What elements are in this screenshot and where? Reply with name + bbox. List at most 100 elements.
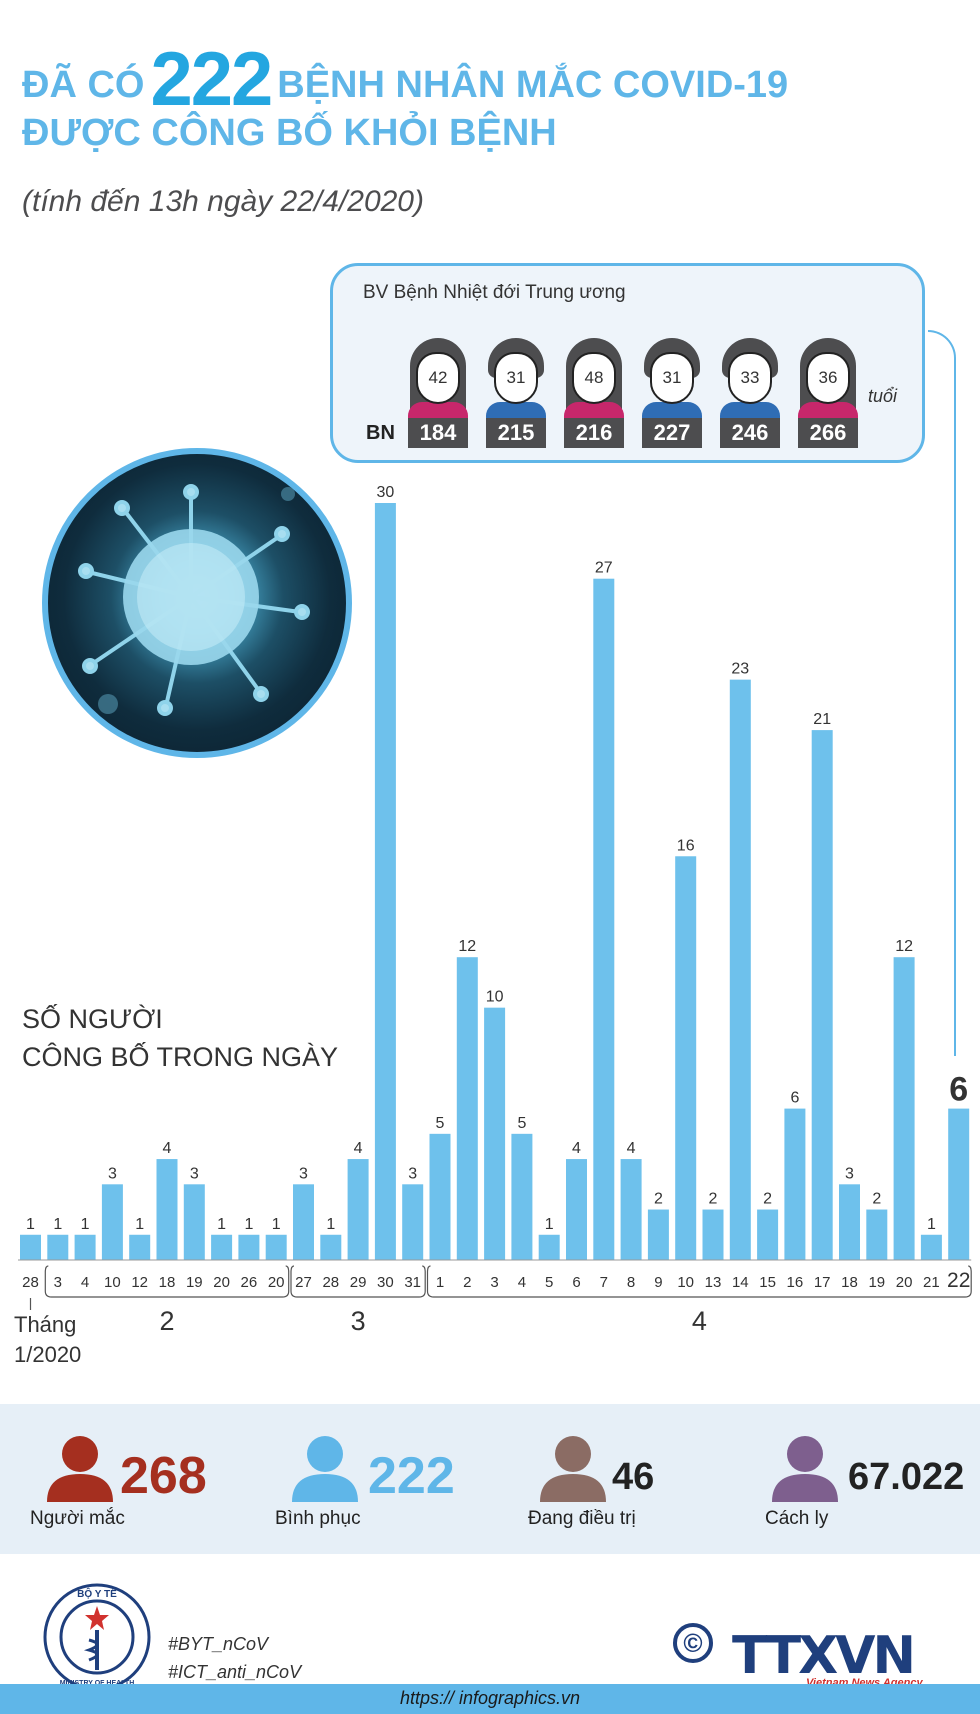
bar — [238, 1234, 260, 1260]
x-tick-label: 20 — [213, 1274, 230, 1291]
month-label: 3 — [351, 1306, 366, 1336]
person-icon — [292, 1436, 358, 1502]
stat-value: 46 — [612, 1456, 655, 1498]
x-tick-label: 29 — [350, 1274, 367, 1291]
x-tick-label: 16 — [787, 1274, 804, 1291]
bar-value-label: 1 — [326, 1216, 335, 1233]
bar-value-label: 4 — [163, 1140, 172, 1157]
x-tick-label: 5 — [545, 1274, 553, 1291]
bar — [647, 1209, 669, 1260]
person-icon — [772, 1436, 838, 1502]
hospital-callout: BV Bệnh Nhiệt đới Trung ương 42 184 31 215 4… — [330, 263, 925, 463]
bar-value-label: 12 — [895, 938, 913, 955]
x-tick-label: 18 — [159, 1274, 176, 1291]
x-tick-label: 14 — [732, 1274, 749, 1291]
hashtag-ict[interactable]: #ICT_anti_nCoV — [168, 1662, 302, 1682]
x-tick-label: 15 — [759, 1274, 776, 1291]
bar-value-label: 6 — [949, 1071, 968, 1109]
bar-value-label: 1 — [545, 1216, 554, 1233]
patient-age: 31 — [506, 368, 526, 387]
x-tick-label: 1 — [436, 1274, 444, 1291]
bar-value-label: 5 — [436, 1115, 445, 1132]
age-unit-label: tuổi — [868, 386, 898, 406]
patient-id: 215 — [486, 418, 546, 448]
x-tick-label: 18 — [841, 1274, 858, 1291]
patient-id-label: BN — [366, 422, 395, 444]
bar — [538, 1234, 560, 1260]
bar — [20, 1234, 41, 1260]
month-bracket — [44, 1265, 290, 1298]
bar — [893, 957, 915, 1260]
stat-label: Bình phục — [275, 1508, 361, 1529]
bar — [101, 1184, 123, 1260]
ministry-logo-top-text: BỘ Y TẾ — [77, 1587, 117, 1600]
title-prefix: ĐÃ CÓ — [22, 64, 145, 106]
bar-value-label: 1 — [26, 1216, 35, 1233]
stat-label: Cách ly — [765, 1508, 829, 1529]
footer-url-link[interactable]: https:// infographics.vn — [399, 1688, 581, 1708]
bar-value-label: 1 — [53, 1216, 62, 1233]
patient-id: 246 — [720, 418, 780, 448]
x-tick-label: 6 — [572, 1274, 580, 1291]
patient-card: 33 246 — [720, 336, 780, 448]
bar-value-label: 27 — [595, 560, 613, 577]
x-tick-label: 26 — [241, 1274, 258, 1291]
copyright-icon: © — [673, 1623, 713, 1663]
subtitle: (tính đến 13h ngày 22/4/2020) — [22, 185, 424, 218]
bar-value-label: 3 — [408, 1165, 417, 1182]
bar-value-label: 3 — [299, 1165, 308, 1182]
x-tick-label: 3 — [54, 1274, 62, 1291]
bar — [866, 1209, 888, 1260]
bar — [183, 1184, 205, 1260]
month-label-first: Tháng 1/2020 — [14, 1312, 81, 1367]
bar — [839, 1184, 860, 1260]
title-suffix: BỆNH NHÂN MẮC COVID-19 — [277, 64, 789, 106]
agency-logo: TTXVN — [732, 1626, 916, 1686]
patient-id: 227 — [642, 418, 702, 448]
x-tick-label: 30 — [377, 1274, 394, 1291]
x-tick-label: 12 — [131, 1274, 148, 1291]
page-title: ĐÃ CÓ222 BỆNH NHÂN MẮC COVID-19 — [22, 36, 788, 123]
virus-illustration — [42, 448, 352, 758]
ministry-of-health-logo: BỘ Y TẾ MINISTRY OF HEALTH — [42, 1582, 152, 1697]
x-tick-label: 21 — [923, 1274, 940, 1291]
x-tick-label: 13 — [705, 1274, 722, 1291]
bar — [156, 1159, 178, 1260]
bar-value-label: 2 — [654, 1191, 663, 1208]
x-tick-label: 2 — [463, 1274, 471, 1291]
x-tick-label: 7 — [600, 1274, 608, 1291]
patient-id: 266 — [798, 418, 858, 448]
bar — [211, 1234, 233, 1260]
bar — [456, 957, 478, 1260]
stat-label: Đang điều trị — [528, 1508, 636, 1529]
bar — [47, 1234, 69, 1260]
bar-value-label: 1 — [81, 1216, 90, 1233]
x-tick-label: 20 — [896, 1274, 913, 1291]
stats-band: 268 Người mắc 222 Bình phục 46 Đang điều trị 6… — [0, 1404, 980, 1554]
bar-value-label: 4 — [627, 1140, 636, 1157]
bar — [593, 578, 615, 1260]
x-tick-label: 28 — [22, 1274, 39, 1291]
chart-label-line-1: SỐ NGƯỜI — [22, 1004, 163, 1034]
bar — [320, 1234, 342, 1260]
hashtag-byt[interactable]: #BYT_nCoV — [168, 1634, 269, 1654]
bar — [811, 730, 833, 1260]
footer-band: https:// infographics.vn — [0, 1684, 980, 1714]
patient-id: 184 — [408, 418, 468, 448]
x-tick-label: 17 — [814, 1274, 831, 1291]
bar — [675, 856, 697, 1260]
stat-label: Người mắc — [30, 1508, 125, 1529]
x-tick-label: 20 — [268, 1274, 285, 1291]
bar-value-label: 16 — [677, 837, 695, 854]
bar — [702, 1209, 724, 1260]
patient-card: 36 266 — [798, 336, 858, 448]
bar — [784, 1108, 806, 1260]
x-tick-label: 19 — [868, 1274, 885, 1291]
month-bracket — [426, 1265, 972, 1298]
bar-value-label: 4 — [572, 1140, 581, 1157]
hospital-name: BV Bệnh Nhiệt đới Trung ương — [363, 282, 626, 303]
bar-value-label: 4 — [354, 1140, 363, 1157]
month-label: 2 — [159, 1306, 174, 1336]
bar — [347, 1159, 369, 1260]
bar-value-label: 30 — [377, 484, 395, 501]
